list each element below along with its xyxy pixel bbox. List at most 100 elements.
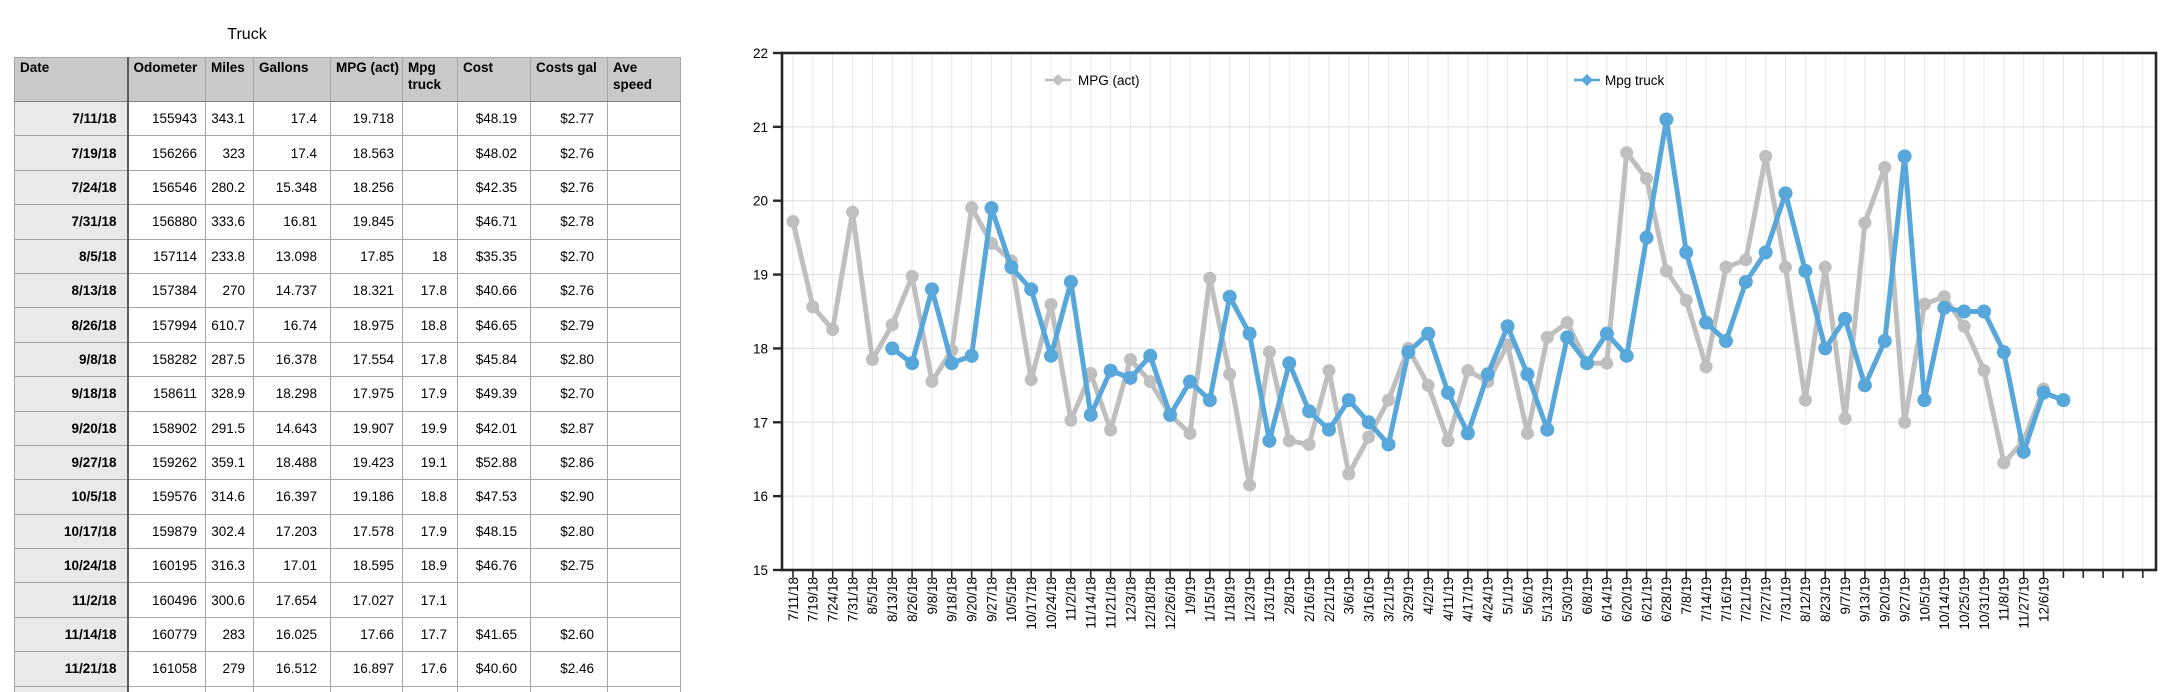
cell-cost[interactable]: $52.88 — [457, 444, 531, 481]
cell-cost[interactable] — [457, 582, 531, 618]
cell-ave-speed[interactable] — [607, 341, 681, 378]
cell-miles[interactable]: 343.1 — [205, 100, 254, 137]
cell-costs-gal[interactable]: $2.77 — [530, 100, 608, 137]
cell-date[interactable]: 10/17/18 — [14, 513, 129, 550]
cell-date[interactable]: 9/18/18 — [14, 376, 129, 412]
cell-miles[interactable]: 233.8 — [205, 238, 254, 274]
cell-cost[interactable]: $49.39 — [457, 376, 531, 412]
cell-ave-speed[interactable] — [607, 100, 681, 137]
cell-mpg-act[interactable]: 17.66 — [330, 616, 403, 653]
cell-odometer[interactable]: 156546 — [127, 169, 206, 206]
cell-gallons[interactable]: 16.397 — [253, 479, 331, 515]
cell-mpg-truck[interactable]: 19.9 — [402, 410, 458, 446]
cell-mpg-act[interactable]: 17.578 — [330, 513, 403, 550]
cell-date[interactable]: 10/5/18 — [14, 479, 129, 515]
cell-costs-gal[interactable]: $2.86 — [530, 444, 608, 481]
cell-cost[interactable]: $47.53 — [457, 479, 531, 515]
cell-odometer[interactable]: 159262 — [127, 444, 206, 481]
cell-odometer[interactable]: 158282 — [127, 341, 206, 378]
cell-miles[interactable]: 302.4 — [205, 513, 254, 550]
cell-ave-speed[interactable] — [607, 479, 681, 515]
cell-costs-gal[interactable]: $2.70 — [530, 238, 608, 274]
cell-cost[interactable]: $46.65 — [457, 307, 531, 343]
cell-date[interactable]: 11/14/18 — [14, 616, 129, 653]
cell-costs-gal[interactable]: $2.80 — [530, 513, 608, 550]
cell-costs-gal[interactable]: $2.80 — [530, 341, 608, 378]
cell-odometer[interactable]: 156880 — [127, 204, 206, 240]
cell-mpg-act[interactable]: 16.897 — [330, 651, 403, 687]
cell-odometer[interactable]: 157994 — [127, 307, 206, 343]
cell-mpg-truck[interactable]: 18.9 — [402, 548, 458, 584]
cell-mpg-act[interactable]: 19.907 — [330, 410, 403, 446]
cell-miles[interactable]: 610.7 — [205, 307, 254, 343]
cell-miles[interactable]: 287.5 — [205, 341, 254, 378]
cell-date[interactable]: 7/24/18 — [14, 169, 129, 206]
cell-miles[interactable]: 328.9 — [205, 376, 254, 412]
cell-mpg-act[interactable]: 19.718 — [330, 100, 403, 137]
cell-cost[interactable]: $46.71 — [457, 204, 531, 240]
cell-mpg-truck[interactable]: 18 — [402, 238, 458, 274]
cell-mpg-act[interactable]: 18.595 — [330, 548, 403, 584]
cell-date[interactable]: 7/11/18 — [14, 100, 129, 137]
cell-gallons[interactable]: 14.643 — [253, 410, 331, 446]
cell-mpg-truck[interactable]: 17.9 — [402, 513, 458, 550]
cell-date[interactable]: 8/13/18 — [14, 272, 129, 309]
column-header-cost[interactable]: Cost — [457, 57, 531, 102]
cell-mpg-truck[interactable]: 17.8 — [402, 272, 458, 309]
cell-miles[interactable]: 359.1 — [205, 444, 254, 481]
cell-gallons[interactable]: 18.298 — [253, 376, 331, 412]
cell-miles[interactable]: 314.6 — [205, 479, 254, 515]
cell-ave-speed[interactable] — [607, 410, 681, 446]
cell-mpg-act[interactable]: 17.554 — [330, 341, 403, 378]
cell-date[interactable]: 10/24/18 — [14, 548, 129, 584]
cell-cost[interactable]: $46.76 — [457, 548, 531, 584]
cell-ave-speed[interactable] — [607, 204, 681, 240]
column-header-miles[interactable]: Miles — [205, 57, 254, 102]
cell-odometer[interactable]: 155943 — [127, 100, 206, 137]
cell-gallons[interactable]: 14.737 — [253, 272, 331, 309]
cell-costs-gal[interactable]: $2.46 — [530, 651, 608, 687]
cell-date[interactable]: 11/21/18 — [14, 651, 129, 687]
cell-costs-gal[interactable]: $2.76 — [530, 135, 608, 171]
cell-ave-speed[interactable] — [607, 685, 681, 692]
cell-cost[interactable]: $35.35 — [457, 238, 531, 274]
cell-cost[interactable]: $42.35 — [457, 169, 531, 206]
column-header-gallons[interactable]: Gallons — [253, 57, 331, 102]
cell-gallons[interactable]: 16.378 — [253, 341, 331, 378]
column-header-odometer[interactable]: Odometer — [127, 57, 206, 102]
cell-date[interactable]: 9/27/18 — [14, 444, 129, 481]
cell-odometer[interactable]: 161058 — [127, 651, 206, 687]
cell-ave-speed[interactable] — [607, 651, 681, 687]
cell-cost[interactable]: $48.15 — [457, 513, 531, 550]
cell-costs-gal[interactable]: $2.90 — [530, 479, 608, 515]
cell-odometer[interactable]: 156266 — [127, 135, 206, 171]
cell-ave-speed[interactable] — [607, 616, 681, 653]
cell-mpg-act[interactable]: 19.845 — [330, 204, 403, 240]
column-header-ave-speed[interactable]: Ave speed — [607, 57, 681, 102]
cell-costs-gal[interactable]: $2.76 — [530, 272, 608, 309]
cell-date[interactable] — [14, 685, 129, 692]
cell-odometer[interactable]: 159576 — [127, 479, 206, 515]
cell-gallons[interactable]: 17.4 — [253, 100, 331, 137]
cell-miles[interactable]: 280.2 — [205, 169, 254, 206]
cell-mpg-act[interactable]: 18.563 — [330, 135, 403, 171]
cell-date[interactable]: 8/26/18 — [14, 307, 129, 343]
cell-ave-speed[interactable] — [607, 513, 681, 550]
cell-odometer[interactable]: 158902 — [127, 410, 206, 446]
cell-costs-gal[interactable]: $2.76 — [530, 169, 608, 206]
cell-gallons[interactable]: 16.74 — [253, 307, 331, 343]
cell-gallons[interactable]: 17.203 — [253, 513, 331, 550]
cell-cost[interactable]: $48.19 — [457, 100, 531, 137]
cell-miles[interactable]: 333.6 — [205, 204, 254, 240]
cell-cost[interactable]: $40.66 — [457, 272, 531, 309]
cell-miles[interactable]: 291.5 — [205, 410, 254, 446]
cell-ave-speed[interactable] — [607, 444, 681, 481]
cell-mpg-act[interactable]: 17.85 — [330, 238, 403, 274]
cell-costs-gal[interactable]: $2.70 — [530, 376, 608, 412]
column-header-mpg-act[interactable]: MPG (act) — [330, 57, 403, 102]
cell-date[interactable]: 7/31/18 — [14, 204, 129, 240]
cell-miles[interactable]: 283 — [205, 616, 254, 653]
cell-odometer[interactable]: 160496 — [127, 582, 206, 618]
cell-costs-gal[interactable]: $2.75 — [530, 548, 608, 584]
